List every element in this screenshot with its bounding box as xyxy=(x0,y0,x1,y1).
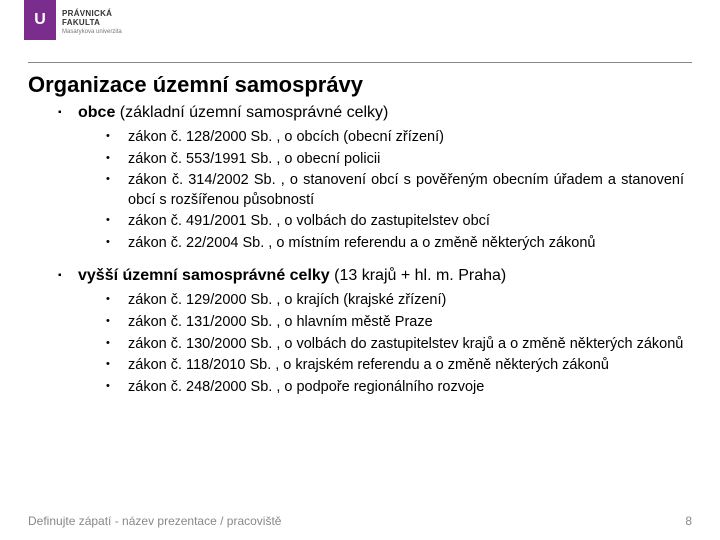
list-item: zákon č. 128/2000 Sb. , o obcích (obecní… xyxy=(106,128,684,148)
logo-line3: Masarykova univerzita xyxy=(62,29,122,36)
list-item: zákon č. 130/2000 Sb. , o volbách do zas… xyxy=(106,335,684,355)
list-item: zákon č. 248/2000 Sb. , o podpoře region… xyxy=(106,378,684,398)
logo-line2: FAKULTA xyxy=(62,19,122,28)
section-head-obce: obce (základní územní samosprávné celky) xyxy=(58,104,684,122)
section-head-bold: vyšší územní samosprávné celky xyxy=(78,267,330,284)
list-item: zákon č. 22/2004 Sb. , o místním referen… xyxy=(106,234,684,254)
section-head-bold: obce xyxy=(78,104,115,121)
list-item: zákon č. 131/2000 Sb. , o hlavním městě … xyxy=(106,313,684,333)
section-head-rest: (základní územní samosprávné celky) xyxy=(115,104,388,121)
section-head-vussc: vyšší územní samosprávné celky (13 krajů… xyxy=(58,267,684,285)
list-item: zákon č. 314/2002 Sb. , o stanovení obcí… xyxy=(106,171,684,210)
list-item: zákon č. 553/1991 Sb. , o obecní policii xyxy=(106,150,684,170)
list-vussc: zákon č. 129/2000 Sb. , o krajích (krajs… xyxy=(106,291,684,397)
page-title: Organizace územní samosprávy xyxy=(28,72,363,98)
logo-badge-icon: U xyxy=(24,0,56,40)
header-divider xyxy=(28,62,692,63)
section-head-rest: (13 krajů + hl. m. Praha) xyxy=(330,267,507,284)
list-item: zákon č. 129/2000 Sb. , o krajích (krajs… xyxy=(106,291,684,311)
logo-text: PRÁVNICKÁ FAKULTA Masarykova univerzita xyxy=(62,10,122,35)
footer: Definujte zápatí - název prezentace / pr… xyxy=(28,514,692,528)
list-item: zákon č. 118/2010 Sb. , o krajském refer… xyxy=(106,356,684,376)
list-obce: zákon č. 128/2000 Sb. , o obcích (obecní… xyxy=(106,128,684,253)
content-area: obce (základní územní samosprávné celky)… xyxy=(58,104,684,411)
footer-left: Definujte zápatí - název prezentace / pr… xyxy=(28,514,281,528)
page-number: 8 xyxy=(685,514,692,528)
list-item: zákon č. 491/2001 Sb. , o volbách do zas… xyxy=(106,212,684,232)
logo: U PRÁVNICKÁ FAKULTA Masarykova univerzit… xyxy=(24,0,122,40)
